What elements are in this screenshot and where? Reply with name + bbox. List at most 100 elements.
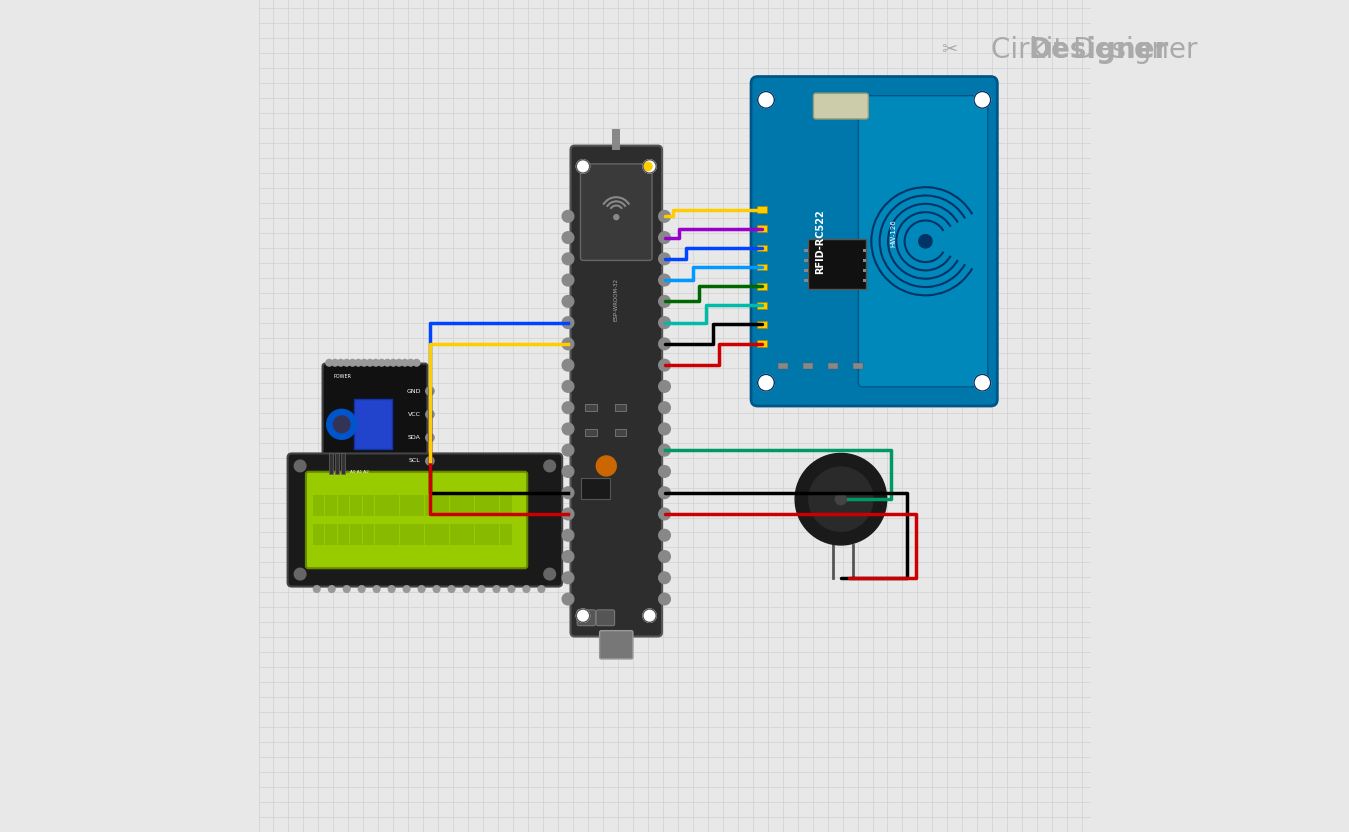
Circle shape: [426, 410, 434, 418]
Circle shape: [658, 572, 670, 583]
Circle shape: [658, 295, 670, 307]
Bar: [804, 249, 808, 252]
Circle shape: [326, 359, 333, 366]
Bar: [804, 279, 808, 282]
FancyBboxPatch shape: [858, 96, 987, 387]
Bar: [387, 495, 399, 516]
Bar: [757, 321, 766, 328]
FancyBboxPatch shape: [322, 364, 428, 485]
Circle shape: [974, 92, 990, 108]
Circle shape: [418, 586, 425, 592]
Bar: [862, 249, 866, 252]
FancyBboxPatch shape: [577, 610, 595, 626]
Circle shape: [563, 275, 573, 286]
Circle shape: [344, 359, 349, 366]
FancyBboxPatch shape: [306, 472, 527, 568]
Bar: [399, 495, 411, 516]
Circle shape: [658, 317, 670, 329]
Circle shape: [372, 359, 379, 366]
Bar: [387, 524, 399, 545]
Circle shape: [658, 508, 670, 520]
Circle shape: [658, 232, 670, 244]
Bar: [349, 495, 362, 516]
Bar: [425, 495, 437, 516]
FancyBboxPatch shape: [599, 631, 633, 659]
Circle shape: [563, 551, 573, 562]
Circle shape: [658, 444, 670, 456]
Text: RFID-RC522: RFID-RC522: [816, 209, 826, 274]
Bar: [437, 524, 449, 545]
Bar: [757, 264, 766, 270]
Circle shape: [448, 586, 455, 592]
Bar: [827, 363, 838, 369]
FancyBboxPatch shape: [596, 610, 615, 626]
Bar: [375, 524, 387, 545]
Bar: [329, 453, 333, 474]
Text: Cirkit Designer: Cirkit Designer: [990, 36, 1197, 64]
Bar: [413, 495, 424, 516]
Circle shape: [658, 593, 670, 605]
Bar: [804, 259, 808, 262]
Bar: [499, 524, 511, 545]
Circle shape: [563, 508, 573, 520]
Bar: [337, 495, 349, 516]
Circle shape: [658, 551, 670, 562]
Bar: [757, 340, 766, 347]
Text: GND: GND: [406, 389, 421, 394]
Bar: [499, 495, 511, 516]
Bar: [325, 495, 337, 516]
Circle shape: [576, 609, 590, 622]
Bar: [615, 429, 626, 436]
Circle shape: [374, 586, 380, 592]
Bar: [487, 524, 499, 545]
Circle shape: [402, 359, 409, 366]
Circle shape: [563, 444, 573, 456]
Circle shape: [563, 380, 573, 392]
Bar: [757, 283, 766, 290]
Bar: [463, 524, 473, 545]
Circle shape: [433, 586, 440, 592]
Circle shape: [563, 359, 573, 371]
Bar: [612, 129, 621, 150]
Circle shape: [313, 586, 320, 592]
Circle shape: [835, 493, 846, 505]
Circle shape: [563, 466, 573, 478]
FancyBboxPatch shape: [813, 93, 869, 119]
Bar: [585, 429, 598, 436]
Circle shape: [643, 162, 652, 171]
Bar: [585, 404, 598, 411]
Bar: [341, 453, 345, 474]
Bar: [757, 302, 766, 309]
Circle shape: [563, 295, 573, 307]
Circle shape: [407, 359, 414, 366]
Circle shape: [359, 586, 366, 592]
Text: ✂: ✂: [942, 41, 958, 59]
Circle shape: [658, 380, 670, 392]
Circle shape: [349, 359, 356, 366]
Circle shape: [413, 359, 420, 366]
Circle shape: [563, 487, 573, 498]
Circle shape: [643, 609, 656, 622]
Text: Designer: Designer: [1028, 36, 1168, 64]
Circle shape: [538, 586, 545, 592]
Circle shape: [294, 460, 306, 472]
FancyBboxPatch shape: [580, 164, 652, 260]
Circle shape: [426, 457, 434, 465]
Circle shape: [426, 387, 434, 395]
Circle shape: [389, 586, 395, 592]
Circle shape: [658, 466, 670, 478]
Circle shape: [576, 160, 590, 173]
Text: POWER: POWER: [333, 374, 351, 379]
Circle shape: [758, 92, 774, 108]
Circle shape: [337, 359, 344, 366]
Circle shape: [390, 359, 397, 366]
Bar: [862, 269, 866, 272]
Bar: [463, 495, 473, 516]
Bar: [475, 524, 487, 545]
Bar: [349, 524, 362, 545]
Bar: [363, 495, 374, 516]
FancyBboxPatch shape: [751, 77, 997, 406]
Circle shape: [333, 416, 349, 433]
Bar: [335, 453, 339, 474]
Circle shape: [658, 529, 670, 541]
